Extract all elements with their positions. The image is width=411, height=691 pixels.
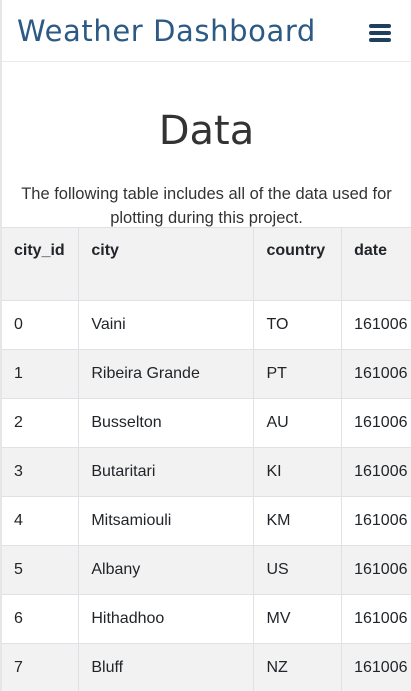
table-row: 4 Mitsamiouli KM 161006 (2, 496, 411, 546)
cell-city-id: 7 (2, 643, 80, 691)
cell-country: US (253, 545, 343, 595)
column-header-date: date (341, 227, 411, 301)
table-row: 1 Ribeira Grande PT 161006 (2, 349, 411, 399)
cell-city-id: 5 (2, 545, 80, 595)
data-table-container[interactable]: city_id city country date 0 Vaini TO 161… (2, 227, 411, 691)
cell-country: KM (253, 496, 343, 546)
data-table: city_id city country date 0 Vaini TO 161… (2, 227, 411, 691)
cell-date: 161006 (341, 398, 411, 448)
hamburger-bar (369, 37, 391, 42)
page-title: Data (158, 108, 255, 154)
navbar: Weather Dashboard (2, 0, 411, 62)
cell-country: NZ (253, 643, 343, 691)
table-row: 5 Albany US 161006 (2, 545, 411, 595)
cell-city: Busselton (78, 398, 255, 448)
hamburger-bar (369, 30, 391, 35)
cell-date: 161006 (341, 496, 411, 546)
cell-city: Ribeira Grande (78, 349, 255, 399)
cell-city: Vaini (78, 300, 255, 350)
cell-city-id: 6 (2, 594, 80, 644)
cell-date: 161006 (341, 300, 411, 350)
column-header-city-id: city_id (2, 227, 80, 301)
cell-city-id: 0 (2, 300, 80, 350)
cell-city-id: 1 (2, 349, 80, 399)
cell-city-id: 4 (2, 496, 80, 546)
cell-city: Butaritari (78, 447, 255, 497)
hamburger-bar (369, 23, 391, 28)
cell-city: Hithadhoo (78, 594, 255, 644)
table-row: 0 Vaini TO 161006 (2, 300, 411, 350)
cell-country: KI (253, 447, 343, 497)
cell-city-id: 3 (2, 447, 80, 497)
table-row: 3 Butaritari KI 161006 (2, 447, 411, 497)
brand-title[interactable]: Weather Dashboard (17, 13, 316, 48)
table-header-row: city_id city country date (2, 227, 411, 301)
hamburger-menu-icon[interactable] (369, 23, 391, 42)
cell-city: Albany (78, 545, 255, 595)
cell-date: 161006 (341, 643, 411, 691)
table-row: 6 Hithadhoo MV 161006 (2, 594, 411, 644)
cell-date: 161006 (341, 545, 411, 595)
cell-date: 161006 (341, 594, 411, 644)
cell-country: PT (253, 349, 343, 399)
column-header-city: city (78, 227, 255, 301)
table-row: 7 Bluff NZ 161006 (2, 643, 411, 691)
cell-date: 161006 (341, 349, 411, 399)
cell-city: Mitsamiouli (78, 496, 255, 546)
cell-date: 161006 (341, 447, 411, 497)
cell-city: Bluff (78, 643, 255, 691)
cell-country: TO (253, 300, 343, 350)
cell-country: AU (253, 398, 343, 448)
table-row: 2 Busselton AU 161006 (2, 398, 411, 448)
column-header-country: country (253, 227, 343, 301)
cell-city-id: 2 (2, 398, 80, 448)
page-description: The following table includes all of the … (21, 184, 392, 227)
cell-country: MV (253, 594, 343, 644)
